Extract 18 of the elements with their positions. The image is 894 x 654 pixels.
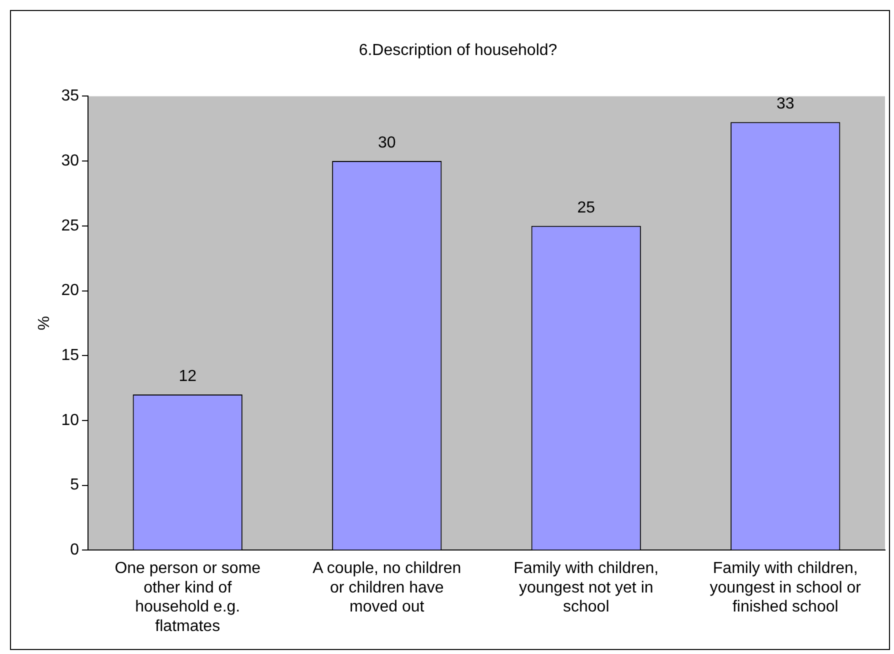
x-tick-label: Family with children, youngest in school or finished school <box>710 560 862 616</box>
data-label: 30 <box>378 134 396 152</box>
y-tick-label: 35 <box>61 88 80 105</box>
x-tick-label: One person or some other kind of household e.g. flatmates <box>114 560 261 635</box>
chart-title: 6.Description of household? <box>358 42 558 60</box>
data-label: 12 <box>178 368 197 385</box>
y-tick-label: 15 <box>61 347 80 364</box>
y-tick-label: 0 <box>70 542 80 559</box>
x-tick-label: Family with children, youngest not yet in school <box>514 560 659 616</box>
y-tick-label: 25 <box>61 217 80 234</box>
data-label: 33 <box>776 96 794 113</box>
y-tick-label: 20 <box>61 282 80 300</box>
y-tick-label: 10 <box>61 412 80 429</box>
y-axis-title: % <box>36 316 54 330</box>
data-label: 25 <box>577 199 596 216</box>
x-tick-label: A couple, no children or children have moved out <box>312 560 462 616</box>
y-tick-label: 5 <box>70 476 80 494</box>
y-tick-label: 30 <box>61 152 80 170</box>
